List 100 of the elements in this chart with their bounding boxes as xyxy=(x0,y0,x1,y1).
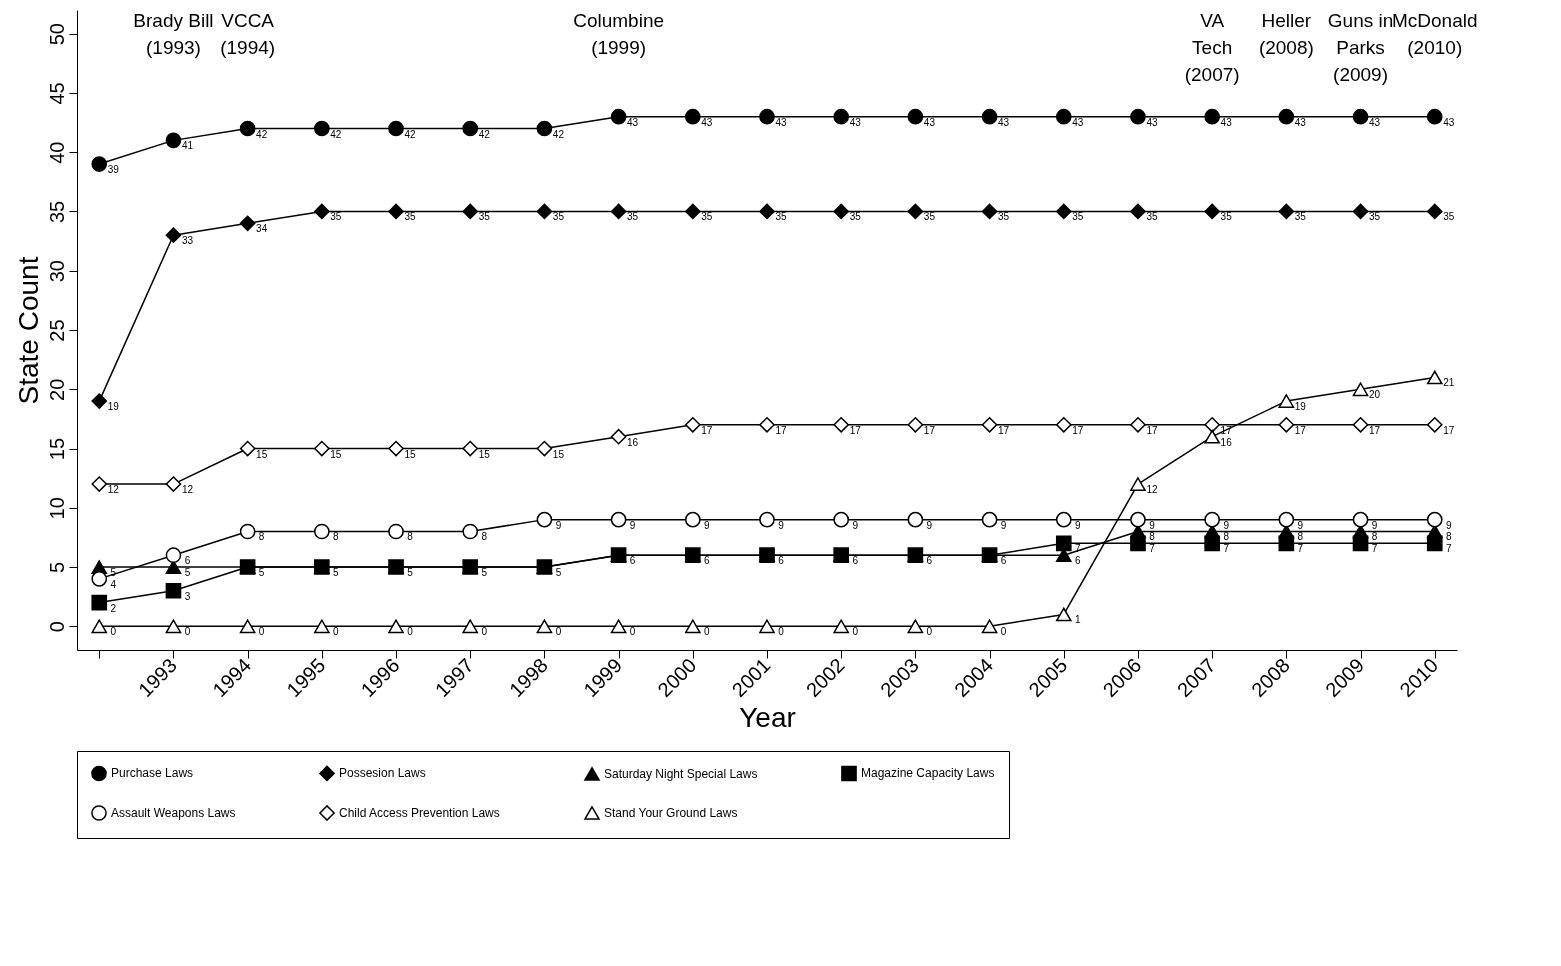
data-label: 5 xyxy=(481,567,488,579)
data-label: 35 xyxy=(1220,211,1233,223)
data-label: 43 xyxy=(1072,116,1084,128)
data-label: 9 xyxy=(555,519,562,531)
data-label: 35 xyxy=(330,211,342,223)
data-label: 42 xyxy=(404,128,417,140)
data-label: 17 xyxy=(1368,424,1381,436)
data-label: 8 xyxy=(481,531,488,543)
data-label: 35 xyxy=(701,211,713,223)
data-label: 8 xyxy=(333,531,340,543)
data-label: 12 xyxy=(107,484,120,496)
data-label: 35 xyxy=(552,211,565,223)
data-label: 9 xyxy=(1000,519,1007,531)
data-label: 0 xyxy=(629,626,636,638)
data-label: 0 xyxy=(407,626,414,638)
data-label: 9 xyxy=(1149,519,1156,531)
data-label: 17 xyxy=(923,424,936,436)
data-label: 16 xyxy=(627,436,639,448)
y-tick-label: 25 xyxy=(45,319,68,342)
data-label: 17 xyxy=(1072,424,1084,436)
y-tick-label: 10 xyxy=(45,497,68,520)
data-label: 4 xyxy=(110,578,117,590)
data-label: 9 xyxy=(1223,519,1230,531)
data-label: 42 xyxy=(330,128,342,140)
data-label: 6 xyxy=(926,555,933,567)
data-label: 42 xyxy=(256,128,268,140)
data-label: 42 xyxy=(478,128,491,140)
data-label: 16 xyxy=(1220,436,1233,448)
data-label: 9 xyxy=(704,519,711,531)
y-tick-label: 45 xyxy=(45,82,68,105)
data-label: 12 xyxy=(1146,484,1158,496)
y-tick-label: 40 xyxy=(45,141,68,164)
data-label: 8 xyxy=(407,531,414,543)
data-label: 9 xyxy=(1445,519,1452,531)
y-tick-label: 15 xyxy=(45,437,68,461)
data-label: 6 xyxy=(778,555,785,567)
data-label: 0 xyxy=(333,626,340,638)
data-label: 35 xyxy=(627,211,639,223)
legend-label: Saturday Night Special Laws xyxy=(604,766,758,781)
data-label: 34 xyxy=(256,223,268,235)
data-label: 7 xyxy=(1149,543,1156,555)
x-axis-title: Year xyxy=(739,702,796,734)
data-label: 5 xyxy=(333,567,340,579)
data-label: 5 xyxy=(110,567,117,579)
data-label: 6 xyxy=(1000,555,1007,567)
data-label: 33 xyxy=(181,235,194,247)
annotation: Guns in Parks (2009) xyxy=(1327,10,1394,85)
data-label: 15 xyxy=(404,448,417,460)
data-label: 7 xyxy=(1297,543,1304,555)
legend-label: Assault Weapons Laws xyxy=(111,806,236,820)
data-label: 35 xyxy=(1146,211,1158,223)
data-label: 8 xyxy=(1223,531,1230,543)
annotation: VA Tech (2007) xyxy=(1184,10,1240,85)
data-label: 5 xyxy=(407,567,414,579)
data-label: 43 xyxy=(1294,116,1307,128)
data-label: 17 xyxy=(1146,424,1158,436)
annotation: Brady Bill (1993) xyxy=(133,10,214,58)
data-label: 9 xyxy=(778,519,785,531)
data-label: 17 xyxy=(701,424,713,436)
data-label: 17 xyxy=(1443,424,1455,436)
data-label: 3 xyxy=(184,590,191,602)
data-label: 0 xyxy=(481,626,488,638)
data-label: 17 xyxy=(1294,424,1307,436)
data-label: 43 xyxy=(923,116,936,128)
data-label: 35 xyxy=(1072,211,1084,223)
annotation: VCCA (1994) xyxy=(220,10,276,58)
data-label: 6 xyxy=(184,555,191,567)
data-label: 6 xyxy=(1074,555,1081,567)
data-label: 9 xyxy=(926,519,933,531)
data-label: 15 xyxy=(256,448,268,460)
data-label: 5 xyxy=(555,567,562,579)
data-label: 15 xyxy=(330,448,342,460)
legend-label: Purchase Laws xyxy=(111,766,194,781)
data-label: 9 xyxy=(1297,519,1304,531)
data-label: 35 xyxy=(775,211,787,223)
data-label: 43 xyxy=(1368,116,1381,128)
data-label: 20 xyxy=(1368,389,1381,401)
data-label: 43 xyxy=(849,116,862,128)
legend-label: Magazine Capacity Laws xyxy=(861,766,995,781)
data-label: 7 xyxy=(1445,543,1452,555)
data-label: 17 xyxy=(849,424,862,436)
data-label: 9 xyxy=(1371,519,1378,531)
data-label: 5 xyxy=(258,567,265,579)
data-label: 7 xyxy=(1371,543,1378,555)
data-label: 35 xyxy=(1443,211,1455,223)
y-tick-label: 20 xyxy=(45,378,68,401)
y-tick-label: 0 xyxy=(45,621,68,633)
data-label: 43 xyxy=(701,116,713,128)
y-axis-title: State Count xyxy=(12,256,44,405)
data-label: 15 xyxy=(552,448,565,460)
data-label: 9 xyxy=(852,519,859,531)
data-label: 43 xyxy=(1220,116,1233,128)
data-label: 43 xyxy=(1443,116,1455,128)
data-label: 35 xyxy=(1368,211,1381,223)
data-label: 6 xyxy=(852,555,859,567)
data-label: 42 xyxy=(552,128,565,140)
data-label: 8 xyxy=(1371,531,1378,543)
data-label: 35 xyxy=(998,211,1010,223)
data-label: 0 xyxy=(110,626,117,638)
data-label: 0 xyxy=(1000,626,1007,638)
